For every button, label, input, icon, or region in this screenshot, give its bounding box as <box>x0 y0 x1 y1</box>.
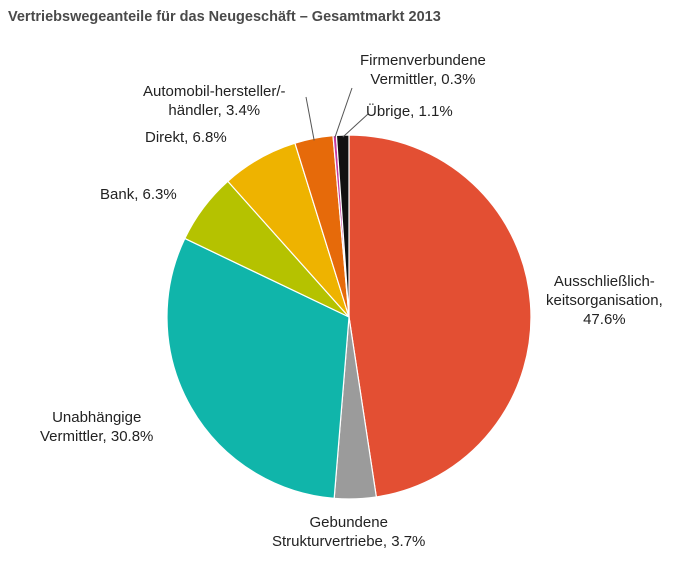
slice-label-direkt: Direkt, 6.8% <box>145 129 227 146</box>
slice-label-automobilhersteller: Automobil-hersteller/- händler, 3.4% <box>143 83 286 119</box>
slice-label-gebundene-strukturvertriebe: Gebundene Strukturvertriebe, 3.7% <box>272 514 426 550</box>
leader-lines <box>305 87 369 141</box>
leader-line-firmenverbundene-vermittler <box>334 87 353 138</box>
slice-label-uebrige: Übrige, 1.1% <box>366 103 453 120</box>
pie-slices <box>166 134 532 500</box>
slice-label-bank: Bank, 6.3% <box>100 186 177 203</box>
chart-title: Vertriebswegeanteile für das Neugeschäft… <box>8 9 441 25</box>
slice-label-unabhaengige-vermittler: Unabhängige Vermittler, 30.8% <box>40 409 154 445</box>
slice-label-ausschliesslichkeitsorganisation: Ausschließlich- keitsorganisation, 47.6% <box>546 273 663 328</box>
slice-label-firmenverbundene-vermittler: Firmenverbundene Vermittler, 0.3% <box>360 52 486 88</box>
slice-unabhaengige-vermittler <box>166 237 350 499</box>
slice-ausschliesslichkeitsorganisation <box>348 134 532 498</box>
leader-line-automobilhersteller <box>305 96 315 141</box>
leader-line-uebrige <box>342 113 369 138</box>
slice-uebrige <box>335 134 350 318</box>
